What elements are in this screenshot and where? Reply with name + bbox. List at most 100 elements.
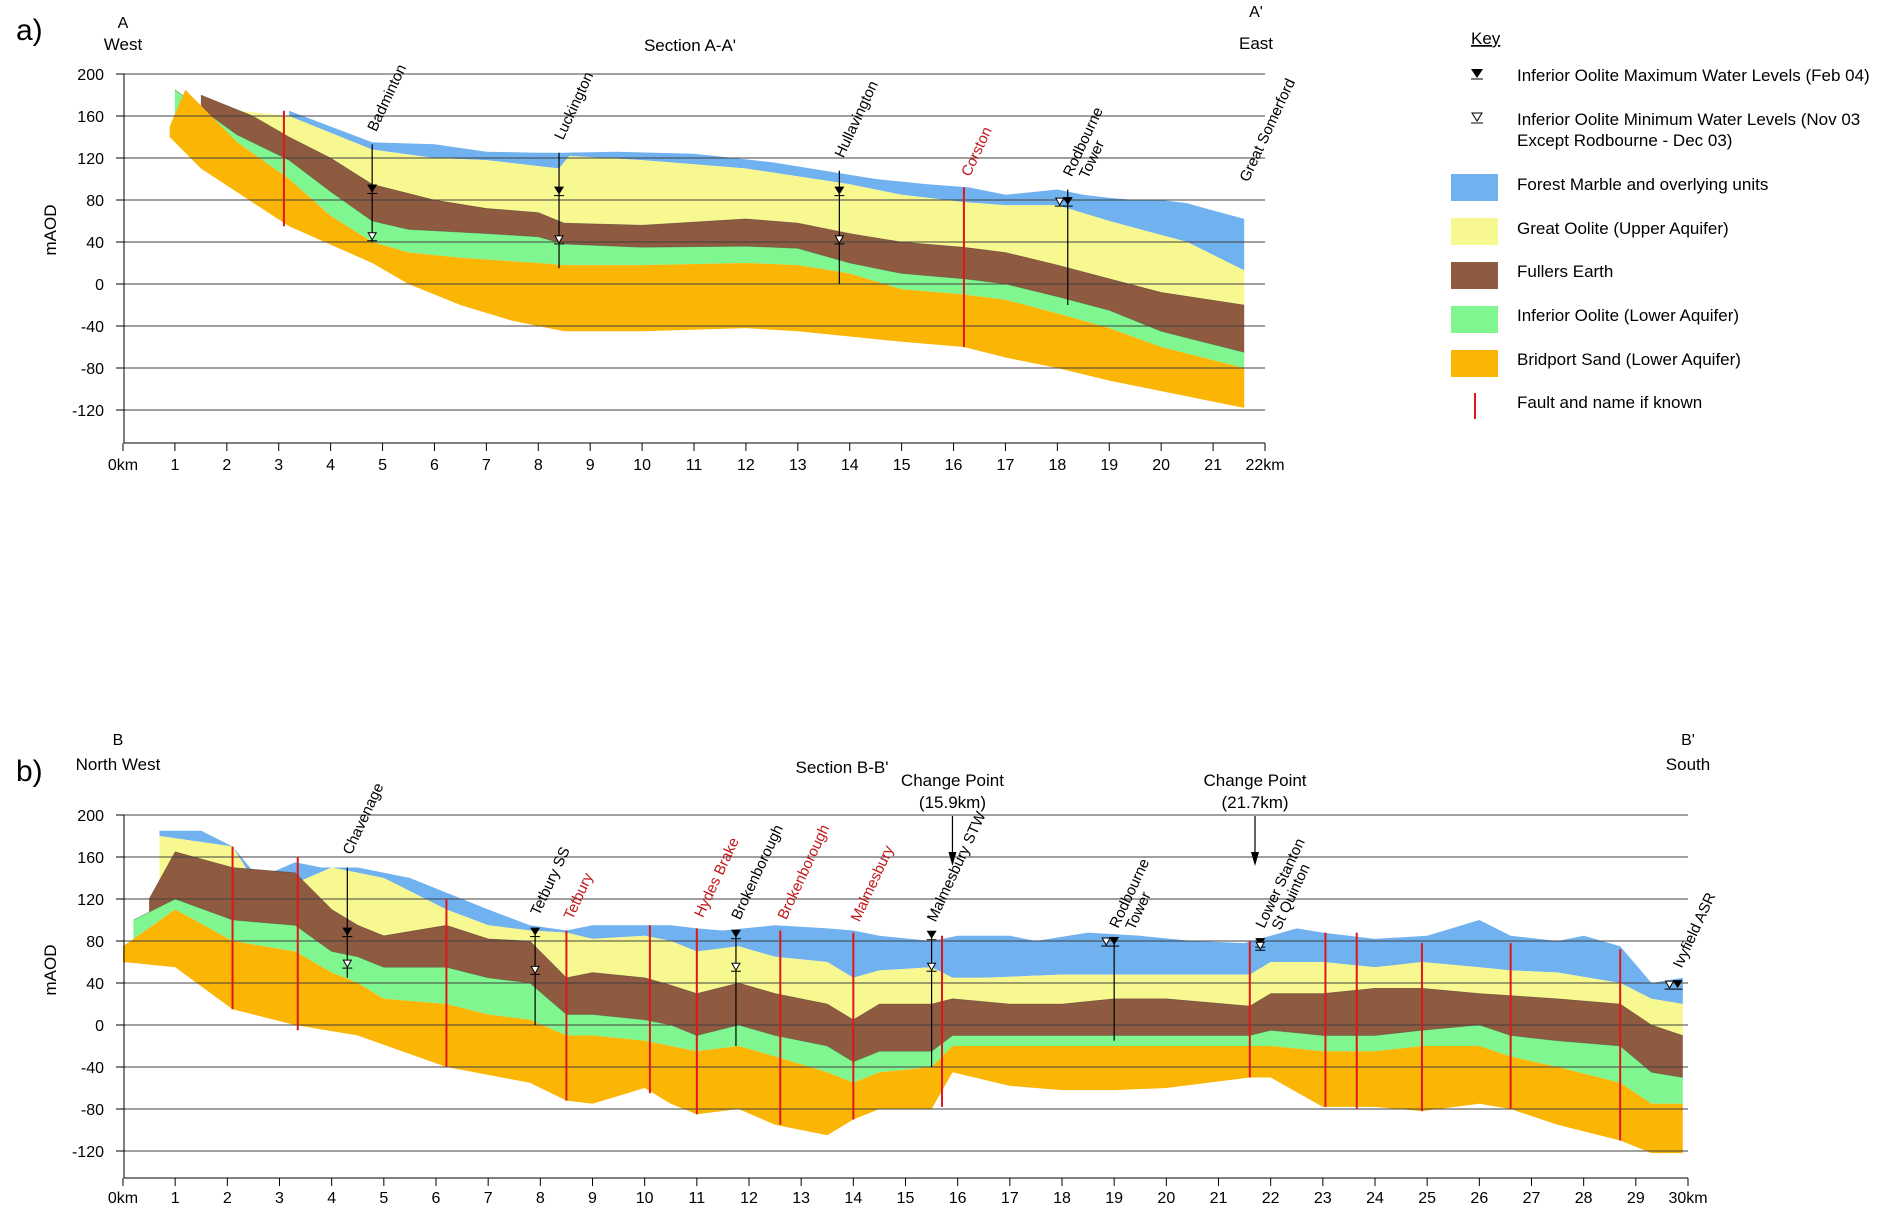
panel-a-y-axis-label: mAOD [41,205,60,256]
y-tick-label: 160 [77,109,104,126]
x-tick-label: 21 [1210,1190,1228,1207]
x-tick-label: 5 [379,1190,388,1207]
x-tick-label: 11 [686,457,703,474]
fault-name: Corston [958,124,996,179]
x-tick-label: 13 [792,1190,810,1207]
x-tick-label: 15 [893,457,911,474]
x-tick-label: 30km [1668,1190,1707,1207]
layer-fullers-earth [200,95,1245,353]
change-point-arrowhead [1251,852,1260,866]
swatch-fullers-earth [1451,262,1498,289]
key-label-max-wl: Inferior Oolite Maximum Water Levels (Fe… [1517,66,1870,85]
panel-b-right-direction: South [1666,755,1710,774]
key-label-great-oolite: Great Oolite (Upper Aquifer) [1517,219,1729,238]
layer-forest-marble [289,110,1245,271]
x-tick-label: 22km [1245,457,1284,474]
strata-layers [123,830,1683,1154]
min-water-level-marker [342,959,353,969]
well-name: Malmesbury STW [924,808,990,924]
x-tick-label: 19 [1105,1190,1123,1207]
panel-a-left-direction: West [104,35,143,54]
y-tick-label: 40 [86,976,104,993]
change-point-km: (15.9km) [919,793,986,812]
max-water-level-marker [1109,937,1120,946]
min-water-level-marker [1664,980,1675,990]
x-tick-label: 13 [789,457,807,474]
strata-layers [169,89,1245,408]
x-tick-label: 14 [841,457,859,474]
panel-b-left-letter: B [113,732,124,749]
change-point-km: (21.7km) [1221,793,1288,812]
x-tick-label: 2 [222,457,231,474]
x-tick-label: 15 [897,1190,915,1207]
y-tick-label: -40 [81,319,104,336]
x-tick-label: 1 [171,1190,180,1207]
max-water-level-marker [834,186,845,195]
panel-a-label: a) [16,14,43,47]
change-point-label: Change Point [1204,771,1307,790]
x-tick-label: 0km [108,1190,138,1207]
x-tick-label: 1 [170,457,179,474]
x-tick-label: 9 [586,457,595,474]
x-tick-label: 20 [1152,457,1170,474]
x-tick-label: 27 [1523,1190,1541,1207]
x-tick-label: 18 [1048,457,1066,474]
x-tick-label: 22 [1262,1190,1280,1207]
swatch-great-oolite [1451,218,1498,245]
x-tick-label: 7 [484,1190,493,1207]
x-tick-label: 19 [1100,457,1118,474]
key-label-min-wl-line2: Except Rodbourne - Dec 03) [1517,131,1732,150]
y-tick-label: 80 [86,934,104,951]
well-name: Ivyfield ASR [1670,890,1720,971]
panel-a-left-letter: A [118,15,129,32]
x-tick-label: 29 [1627,1190,1645,1207]
x-tick-label: 17 [997,457,1015,474]
panel-a-right-letter: A' [1249,4,1263,21]
max-water-level-marker [554,186,565,195]
layer-bridport-sand [169,89,1245,408]
x-tick-label: 9 [588,1190,597,1207]
y-tick-label: 40 [86,235,104,252]
panel-b-y-axis-label: mAOD [41,945,60,996]
x-tick-label: 6 [432,1190,441,1207]
x-tick-label: 11 [689,1190,706,1207]
fault-name: Malmesbury [848,843,898,925]
y-tick-label: 120 [77,892,104,909]
x-tick-label: 14 [844,1190,862,1207]
x-tick-label: 17 [1001,1190,1019,1207]
x-tick-label: 8 [536,1190,545,1207]
layer-fullers-earth [149,851,1683,1078]
min-water-level-marker [1054,197,1065,207]
layer-bridport-sand [123,909,1683,1154]
y-tick-label: -40 [81,1060,104,1077]
panel-b-left-direction: North West [76,755,161,774]
key-label-fault: Fault and name if known [1517,393,1702,412]
panel-b-label: b) [16,755,43,788]
x-tick-label: 6 [430,457,439,474]
key-legend: Key Inferior Oolite Maximum Water Levels… [1451,29,1870,419]
x-tick-label: 16 [945,457,963,474]
y-tick-label: -120 [72,1144,104,1161]
y-tick-label: -120 [72,403,104,420]
max-water-level-marker [342,927,353,936]
x-tick-label: 28 [1575,1190,1593,1207]
x-tick-label: 8 [534,457,543,474]
x-tick-label: 5 [378,457,387,474]
panel-b-title: Section B-B' [795,758,888,777]
key-label-forest-marble: Forest Marble and overlying units [1517,175,1768,194]
max-water-level-marker [1672,980,1683,989]
x-tick-label: 10 [636,1190,654,1207]
x-tick-label: 26 [1470,1190,1488,1207]
well-name: Chavenage [340,780,388,857]
key-label-fullers-earth: Fullers Earth [1517,262,1613,281]
x-tick-label: 23 [1314,1190,1332,1207]
max-water-level-marker [367,184,378,193]
x-tick-label: 4 [327,1190,336,1207]
max-water-level-marker [1062,197,1073,206]
layer-forest-marble [159,830,1683,1004]
key-label-min-wl: Inferior Oolite Minimum Water Levels (No… [1517,110,1860,129]
y-tick-label: -80 [81,1102,104,1119]
x-tick-label: 3 [275,1190,284,1207]
y-tick-label: 200 [77,67,104,84]
